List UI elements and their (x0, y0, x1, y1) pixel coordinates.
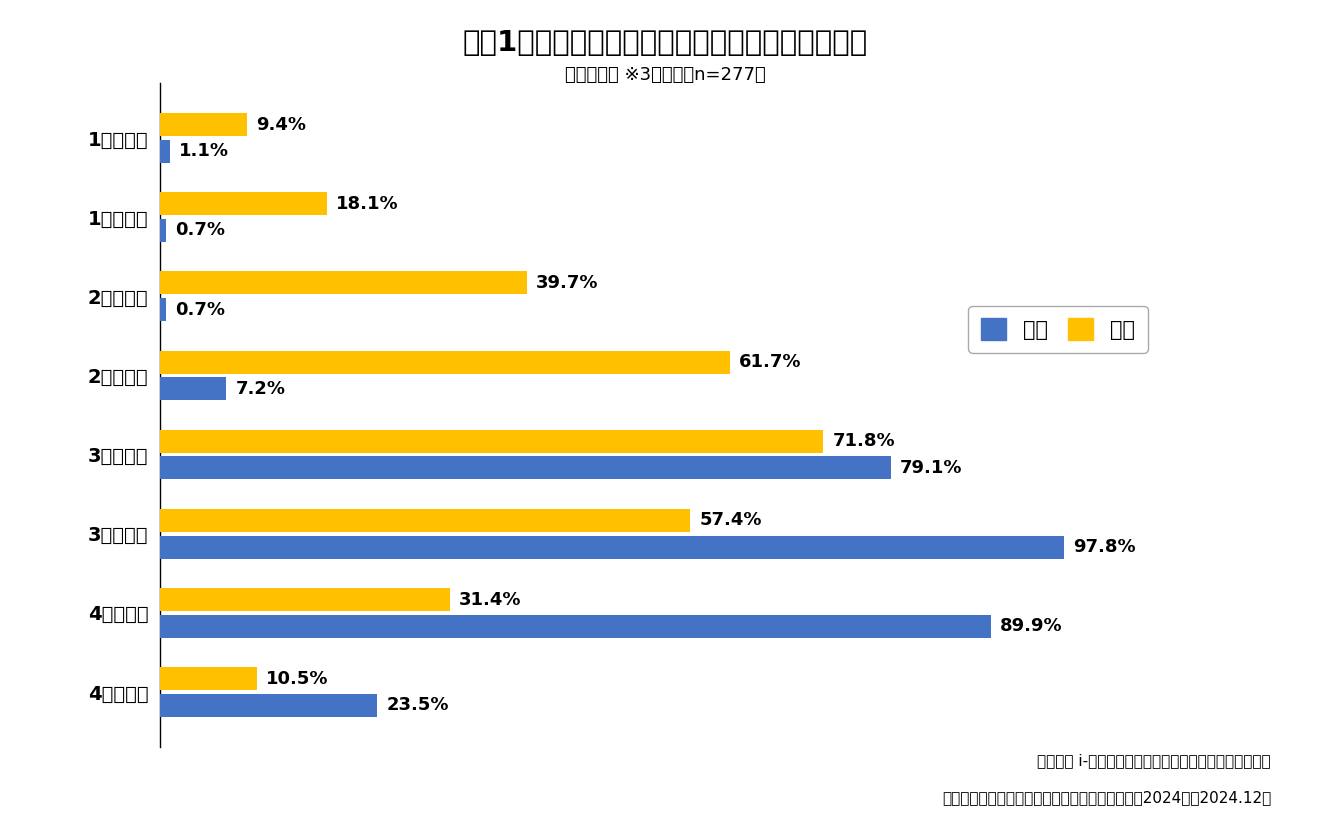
Text: 57.4%: 57.4% (700, 511, 763, 530)
Text: 79.1%: 79.1% (900, 459, 962, 477)
Bar (160, 193, 327, 215)
Bar (160, 298, 166, 321)
Bar (160, 694, 377, 717)
Bar (160, 113, 246, 136)
Text: 「大学キャリアセンターの学生キャリア支援調査2024」（2024.12）: 「大学キャリアセンターの学生キャリア支援調査2024」（2024.12） (942, 790, 1271, 805)
Bar (160, 588, 450, 611)
Bar (160, 350, 729, 374)
Bar (160, 667, 257, 691)
Bar (160, 430, 824, 453)
Text: （複数回答 ※3つ選択／n=277）: （複数回答 ※3つ選択／n=277） (566, 66, 765, 85)
Text: 7.2%: 7.2% (236, 380, 286, 398)
Text: 31.4%: 31.4% (459, 590, 522, 608)
Text: 61.7%: 61.7% (739, 353, 801, 371)
Text: 39.7%: 39.7% (536, 274, 599, 292)
Text: 0.7%: 0.7% (176, 222, 225, 240)
Bar (160, 219, 166, 242)
Legend: 実態, 理想: 実態, 理想 (969, 306, 1147, 353)
Text: 10.5%: 10.5% (266, 670, 329, 688)
Bar (160, 535, 1063, 559)
Bar (160, 377, 226, 400)
Bar (160, 139, 170, 163)
Bar (160, 271, 527, 295)
Text: 9.4%: 9.4% (256, 115, 306, 134)
Text: 1.1%: 1.1% (180, 142, 229, 160)
Bar (160, 457, 890, 480)
Bar (160, 509, 691, 532)
Text: 97.8%: 97.8% (1073, 538, 1135, 556)
Text: 89.9%: 89.9% (1000, 618, 1062, 635)
Text: 【図1】キャリアセンターの支援比重が大きい学年: 【図1】キャリアセンターの支援比重が大きい学年 (463, 29, 868, 57)
Text: ベネッセ i-キャリア「まなぶとはたらをつなぐ研究所」: ベネッセ i-キャリア「まなぶとはたらをつなぐ研究所」 (1037, 753, 1271, 768)
Text: 71.8%: 71.8% (833, 432, 896, 450)
Text: 18.1%: 18.1% (337, 195, 399, 212)
Text: 23.5%: 23.5% (386, 696, 449, 715)
Text: 0.7%: 0.7% (176, 300, 225, 319)
Bar (160, 615, 990, 637)
